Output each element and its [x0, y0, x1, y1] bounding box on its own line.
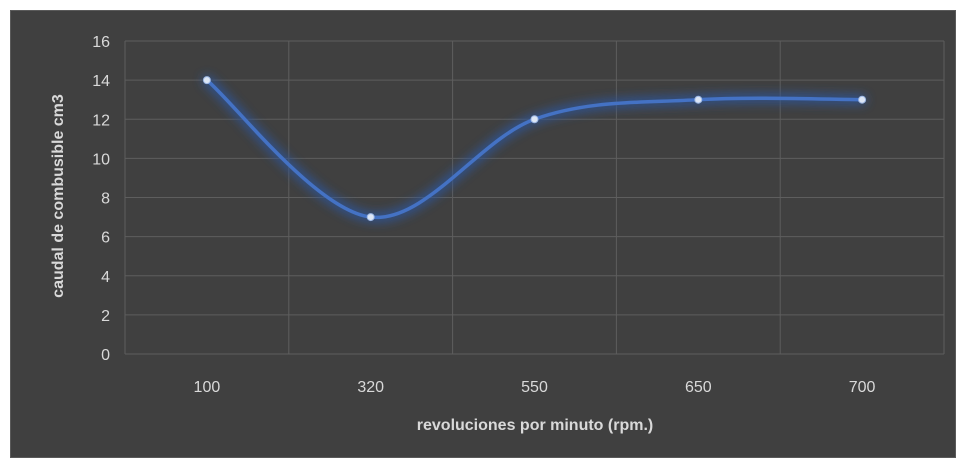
grid-layer [124, 40, 945, 355]
y-tick-label: 4 [101, 269, 110, 286]
line-layer [205, 78, 864, 219]
series-line [205, 78, 864, 219]
series-line-glow [201, 75, 868, 223]
x-axis-title: revoluciones por minuto (rpm.) [417, 417, 653, 434]
glow-layer [201, 75, 868, 223]
x-tick-label: 100 [194, 379, 221, 396]
y-tick-label: 0 [101, 347, 110, 364]
y-axis-title: caudal de combusible cm3 [50, 94, 67, 298]
y-tick-label: 16 [92, 34, 110, 51]
y-tick-label: 8 [101, 191, 110, 208]
data-point [202, 76, 211, 85]
data-point [366, 213, 375, 222]
y-tick-label: 2 [101, 308, 110, 325]
x-tick-labels: 100 320 550 650 700 [194, 379, 876, 396]
y-tick-label: 14 [92, 73, 110, 90]
y-tick-labels: 0 2 4 6 8 10 12 14 16 [92, 34, 110, 364]
points-layer [202, 76, 867, 222]
data-point [858, 95, 867, 104]
y-tick-label: 10 [92, 151, 110, 168]
x-tick-label: 650 [685, 379, 712, 396]
x-tick-label: 320 [357, 379, 384, 396]
x-tick-label: 550 [521, 379, 548, 396]
data-point [530, 115, 539, 124]
chart-panel [10, 10, 956, 458]
data-point [694, 95, 703, 104]
y-tick-label: 12 [92, 112, 110, 129]
x-tick-label: 700 [849, 379, 876, 396]
y-tick-label: 6 [101, 230, 110, 247]
